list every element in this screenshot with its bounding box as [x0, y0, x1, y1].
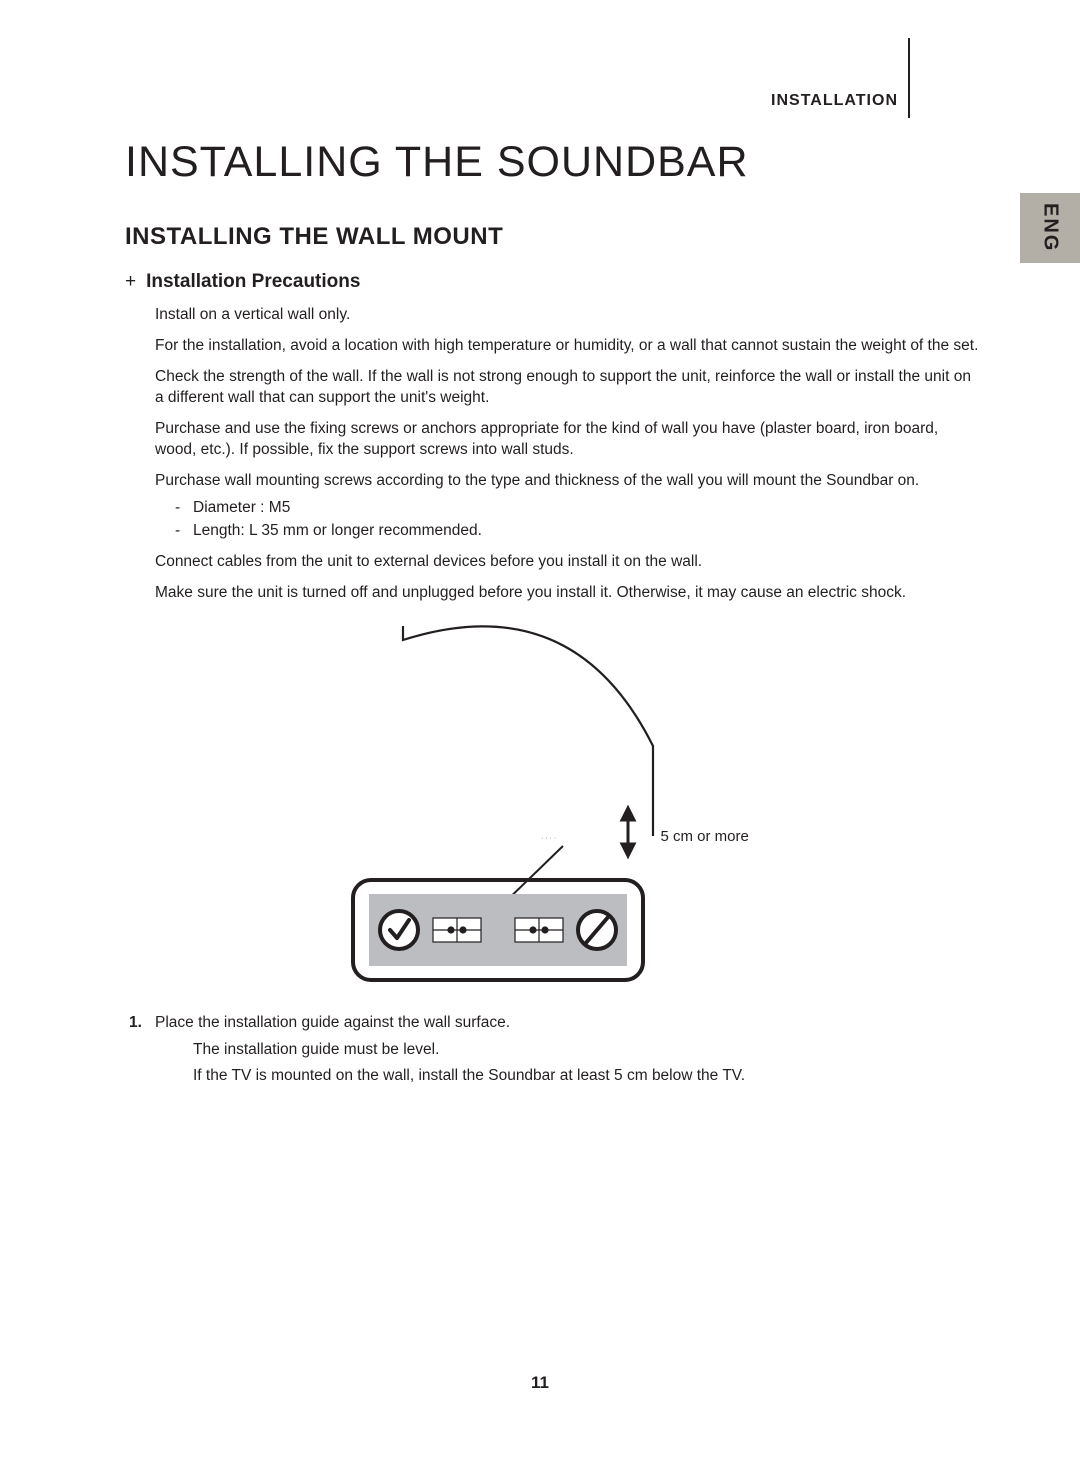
precaution-item: Check the strength of the wall. If the w… — [155, 367, 980, 409]
step-line: If the TV is mounted on the wall, instal… — [155, 1065, 745, 1087]
language-tab: ENG — [1020, 193, 1080, 263]
language-label: ENG — [1039, 203, 1062, 252]
screw-diameter: Diameter : M5 — [175, 497, 980, 519]
clearance-label: 5 cm or more — [661, 828, 749, 845]
installation-diagram: · · · · — [273, 616, 833, 996]
page-title: INSTALLING THE SOUNDBAR — [125, 138, 980, 187]
step-line: Place the installation guide against the… — [155, 1012, 745, 1034]
subsection-label: Installation Precautions — [146, 271, 360, 293]
steps-list: 1. Place the installation guide against … — [125, 1012, 980, 1091]
screw-spec-list: Diameter : M5 Length: L 35 mm or longer … — [155, 497, 980, 542]
precaution-item: For the installation, avoid a location w… — [155, 336, 980, 357]
manual-page: INSTALLATION ENG INSTALLING THE SOUNDBAR… — [0, 0, 1080, 1479]
plus-icon: + — [125, 271, 136, 293]
diagram-svg: · · · · — [273, 616, 833, 996]
precaution-item: Purchase and use the fixing screws or an… — [155, 419, 980, 461]
header-rule — [908, 38, 910, 118]
svg-text:· · · ·: · · · · — [541, 835, 556, 842]
precautions-block: Install on a vertical wall only. For the… — [125, 305, 980, 604]
section-heading: INSTALLING THE WALL MOUNT — [125, 223, 980, 251]
step-number: 1. — [129, 1012, 155, 1091]
step-item: 1. Place the installation guide against … — [129, 1012, 980, 1091]
section-label: INSTALLATION — [771, 92, 898, 110]
precaution-item: Make sure the unit is turned off and unp… — [155, 583, 980, 604]
step-line: The installation guide must be level. — [155, 1039, 745, 1061]
page-number: 11 — [0, 1373, 1080, 1393]
precaution-item: Purchase wall mounting screws according … — [155, 471, 980, 492]
precaution-item: Connect cables from the unit to external… — [155, 552, 980, 573]
screw-length: Length: L 35 mm or longer recommended. — [175, 520, 980, 542]
precaution-item: Install on a vertical wall only. — [155, 305, 980, 326]
subsection-heading: + Installation Precautions — [125, 271, 980, 293]
